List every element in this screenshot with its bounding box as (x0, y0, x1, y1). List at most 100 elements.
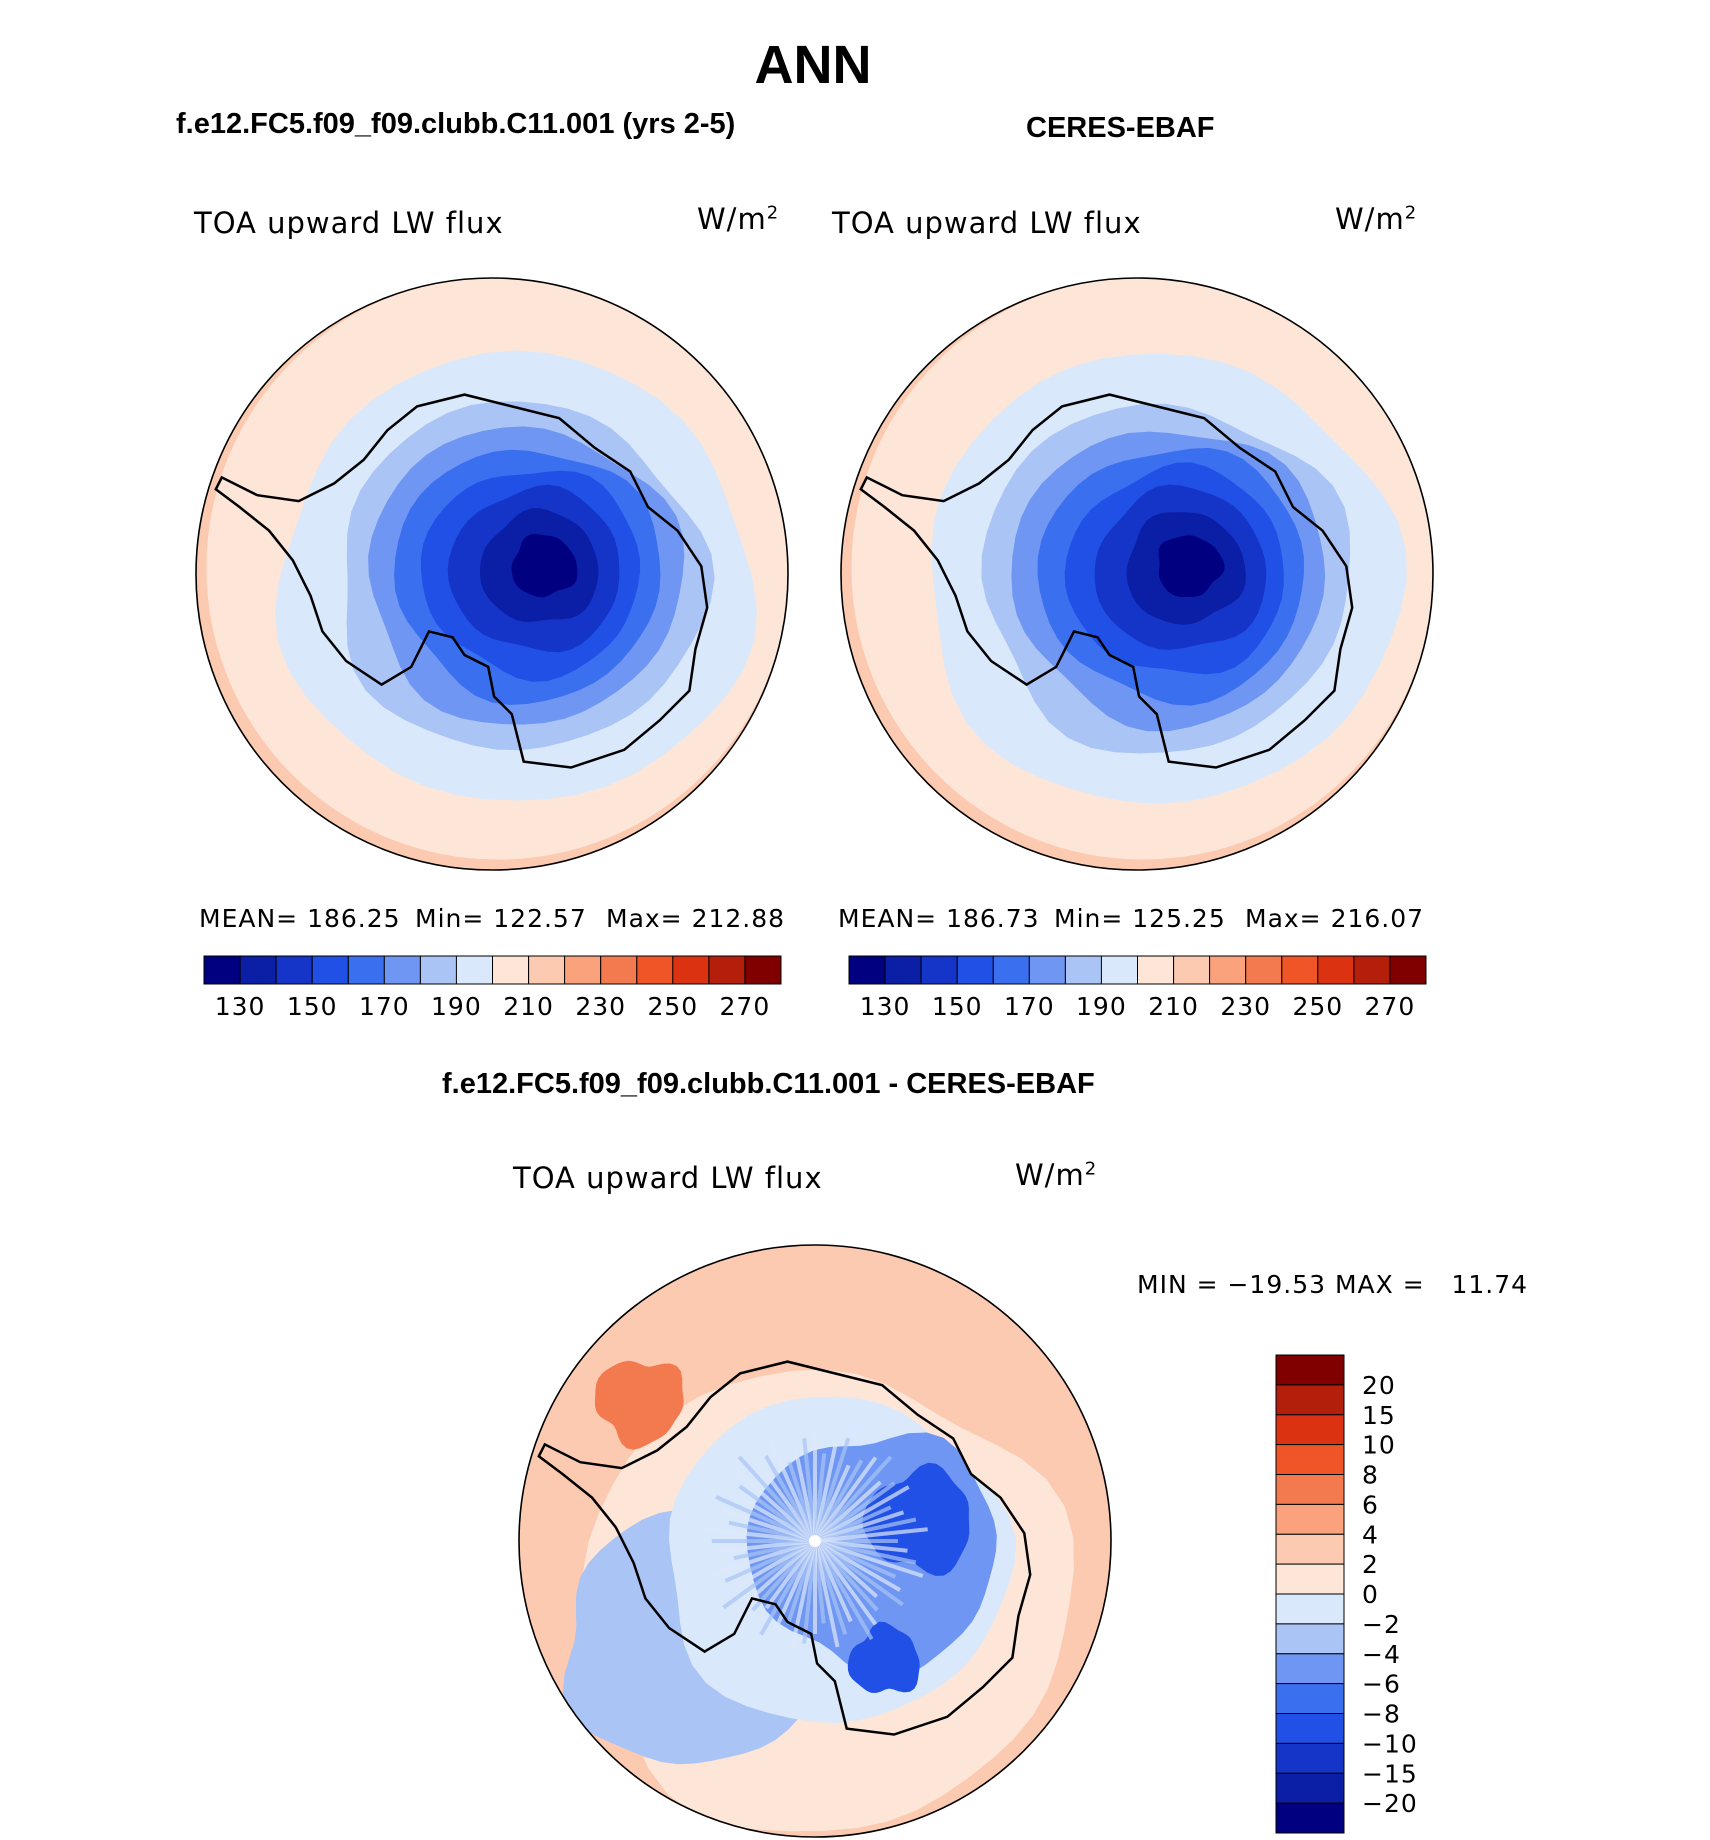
colorbar-swatch (1353, 955, 1391, 985)
coastline (859, 393, 1354, 769)
panel-1-case-title: f.e12.FC5.f09_f09.clubb.C11.001 (yrs 2-5… (176, 108, 736, 140)
colorbar-swatch (1275, 1623, 1345, 1655)
colorbar-swatch (992, 955, 1030, 985)
panel-3-variable-label: TOA upward LW flux (513, 1161, 823, 1195)
colorbar-swatch (1275, 1354, 1345, 1386)
colorbar-swatch (1245, 955, 1283, 985)
colorbar-tick-label: 0 (1362, 1580, 1379, 1609)
colorbar-tick-label: 270 (1365, 992, 1416, 1021)
colorbar-tick-label: 210 (1148, 992, 1199, 1021)
panel-1-min-label: Min= 122.57 (415, 904, 587, 933)
colorbar-tick-label: 150 (287, 992, 338, 1021)
colorbar-tick-label: 2 (1362, 1550, 1379, 1579)
panel-1-units-label: W/m2 (697, 202, 779, 236)
panel-2-variable-label: TOA upward LW flux (832, 206, 1142, 240)
colorbar-swatch (884, 955, 922, 985)
colorbar-tick-label: −20 (1362, 1789, 1418, 1818)
coastline (537, 1360, 1032, 1736)
colorbar-swatch (528, 955, 566, 985)
colorbar-tick-label: 130 (860, 992, 911, 1021)
colorbar-swatch (1275, 1593, 1345, 1625)
colorbar-swatch (848, 955, 886, 985)
map-boundary (195, 277, 789, 871)
colorbar-swatch (636, 955, 674, 985)
panel-1-map (195, 277, 789, 871)
colorbar-tick-label: 230 (575, 992, 626, 1021)
colorbar-tick-label: 270 (720, 992, 771, 1021)
colorbar-swatch (920, 955, 958, 985)
colorbar-swatch (956, 955, 994, 985)
panel-3-units-label: W/m2 (1015, 1158, 1097, 1192)
colorbar-tick-label: 8 (1362, 1461, 1379, 1490)
colorbar-swatch (1275, 1802, 1345, 1834)
colorbar-swatch (1275, 1772, 1345, 1804)
panel-2-units-label: W/m2 (1335, 202, 1417, 236)
colorbar-tick-label: 250 (1292, 992, 1343, 1021)
colorbar-swatch (1275, 1563, 1345, 1595)
colorbar-tick-label: 250 (647, 992, 698, 1021)
colorbar-tick-label: 210 (503, 992, 554, 1021)
colorbar-tick-label: −2 (1362, 1610, 1401, 1639)
colorbar-swatch (203, 955, 241, 985)
colorbar-swatch (708, 955, 746, 985)
panel-3-units-exponent: 2 (1084, 1158, 1098, 1180)
colorbar-swatch (1275, 1474, 1345, 1505)
colorbar-tick-label: −15 (1362, 1759, 1418, 1788)
colorbar-tick-label: 10 (1362, 1431, 1396, 1460)
contour-level-band (1158, 535, 1225, 598)
colorbar-swatch (1100, 955, 1139, 985)
colorbar-swatch (600, 955, 638, 985)
panel-1-max-label: Max= 212.88 (606, 904, 786, 933)
colorbar-tick-label: −8 (1362, 1700, 1401, 1729)
colorbar-swatch (1275, 1414, 1345, 1446)
colorbar-swatch (1209, 955, 1247, 985)
colorbar-swatch (1275, 1713, 1345, 1744)
page-title: ANN (754, 35, 872, 95)
contour-level-band (847, 1621, 920, 1693)
colorbar-swatch (1275, 1533, 1345, 1565)
colorbar-tick-label: 20 (1362, 1371, 1396, 1400)
colorbar-swatch (1275, 1444, 1345, 1475)
colorbar-swatch (1137, 955, 1175, 985)
panel-2-case-title: CERES-EBAF (1026, 112, 1215, 144)
colorbar-swatch (383, 955, 421, 985)
panel-3-minmax-label: MIN = −19.53 MAX = 11.74 (1137, 1270, 1529, 1299)
colorbar-swatch (1275, 1503, 1345, 1535)
colorbar-swatch (1275, 1384, 1345, 1416)
pole-streaks (702, 1427, 928, 1653)
coastline (214, 393, 709, 769)
panel-1-variable-label: TOA upward LW flux (194, 206, 504, 240)
colorbar-swatch (1281, 955, 1319, 985)
colorbar-tick-label: −10 (1362, 1729, 1418, 1758)
contour-level-band (511, 534, 578, 598)
panel-2-min-label: Min= 125.25 (1054, 904, 1226, 933)
map-boundary (518, 1244, 1112, 1838)
colorbar-swatch (744, 955, 782, 985)
panel-2-colorbar: 130 150 170 190 210 230 250 270 (848, 955, 1427, 1021)
panel-2-max-label: Max= 216.07 (1245, 904, 1425, 933)
panel-3-map (518, 1244, 1112, 1838)
colorbar-tick-label: 190 (431, 992, 482, 1021)
colorbar-swatch (1317, 955, 1355, 985)
colorbar-swatch (311, 955, 349, 985)
colorbar-swatch (1173, 955, 1211, 985)
colorbar-swatch (1275, 1653, 1345, 1685)
colorbar-swatch (1389, 955, 1427, 985)
colorbar-swatch (564, 955, 602, 985)
colorbar-tick-label: 4 (1362, 1520, 1379, 1549)
colorbar-swatch (419, 955, 457, 985)
panel-3-case-title: f.e12.FC5.f09_f09.clubb.C11.001 - CERES-… (442, 1068, 1095, 1100)
colorbar-swatch (672, 955, 710, 985)
colorbar-swatch (1275, 1742, 1345, 1774)
colorbar-swatch (492, 955, 530, 985)
panel-1-colorbar: 130 150 170 190 210 230 250 270 (203, 955, 782, 1021)
colorbar-tick-label: 170 (359, 992, 410, 1021)
colorbar-swatch (275, 955, 313, 985)
colorbar-tick-label: 170 (1004, 992, 1055, 1021)
colorbar-swatch (239, 955, 277, 985)
colorbar-tick-label: 6 (1362, 1490, 1379, 1519)
panel-2-mean-label: MEAN= 186.73 (838, 904, 1040, 933)
colorbar-tick-label: 150 (932, 992, 983, 1021)
pole-marker (809, 1535, 821, 1547)
